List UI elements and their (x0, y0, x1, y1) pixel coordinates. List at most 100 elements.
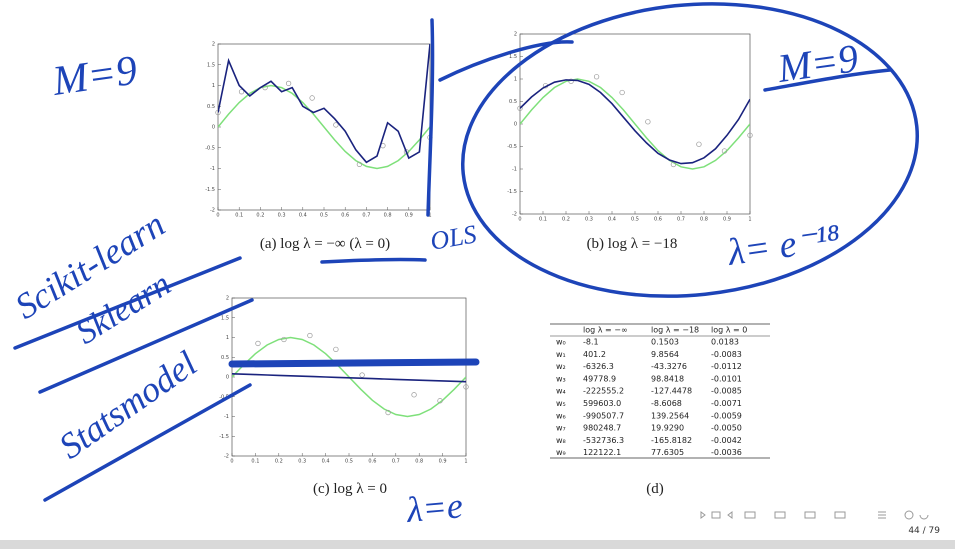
fit-curve (520, 79, 750, 165)
x-tick-label: 1 (464, 459, 467, 465)
caption-a: (a) log λ = −∞ (λ = 0) (260, 236, 390, 252)
x-tick-label: 0.1 (251, 459, 259, 465)
x-tick-label: 0.6 (341, 213, 349, 219)
table-cell: -222555.2 (583, 387, 624, 396)
data-point (437, 398, 443, 404)
fit-curve (218, 44, 430, 164)
note-lambda-b: λ= e⁻¹⁸ (724, 217, 843, 274)
data-point (463, 384, 469, 390)
table-cell: -127.4478 (651, 387, 692, 396)
nav-icon (700, 511, 733, 519)
x-tick-label: 0.5 (320, 213, 328, 219)
y-tick-label: 1 (514, 77, 517, 83)
table-cell: -990507.7 (583, 411, 624, 420)
data-point (696, 141, 702, 147)
y-tick-label: -1.5 (205, 187, 215, 193)
table-cell: 980248.7 (583, 424, 621, 433)
y-tick-label: -1.5 (507, 189, 517, 195)
x-tick-label: 0 (230, 459, 233, 465)
y-tick-label: 1 (212, 83, 215, 89)
data-point (747, 132, 753, 138)
y-tick-label: 2 (212, 42, 215, 48)
x-tick-label: 0 (518, 217, 521, 223)
ink-stroke (426, 18, 435, 217)
table-cell: -0.0085 (711, 387, 742, 396)
bottom-bar (0, 540, 955, 549)
fit-curve (232, 373, 466, 383)
table-cell: -165.8182 (651, 436, 692, 445)
x-tick-label: 0.4 (299, 213, 307, 219)
x-tick-label: 0.6 (654, 217, 662, 223)
table-header: log λ = 0 (711, 326, 747, 335)
x-tick-label: 0.8 (384, 213, 392, 219)
note-m-left: M=9 (49, 48, 140, 105)
y-tick-label: 0 (212, 125, 215, 131)
table-cell: 122122.1 (583, 448, 621, 457)
y-tick-label: 0.5 (509, 99, 517, 105)
table-cell: 19.9290 (651, 424, 684, 433)
ink-arrow (438, 40, 574, 82)
row-label: w₈ (556, 436, 566, 445)
y-tick-label: 1.5 (509, 54, 517, 60)
row-label: w₂ (556, 362, 566, 371)
ink-underline (763, 68, 892, 92)
x-tick-label: 0.8 (415, 459, 423, 465)
table-cell: -0.0042 (711, 436, 742, 445)
plot: 0 0.1 0.2 0.3 0.4 0.5 0.6 0.7 0.8 0.9 1 -2 -1.5 -1 -0.… (507, 32, 753, 223)
row-label: w₆ (556, 411, 566, 420)
row-label: w₃ (556, 374, 566, 383)
x-tick-label: 1 (428, 213, 431, 219)
table-cell: -0.0112 (711, 362, 742, 371)
plot: 0 0.1 0.2 0.3 0.4 0.5 0.6 0.7 0.8 0.9 1 -2 -1.5 -1 -0.… (205, 42, 433, 219)
data-point (281, 336, 287, 343)
ink-circle (460, 2, 920, 298)
caption-d: (d) (646, 481, 664, 497)
data-point (645, 119, 651, 125)
y-tick-label: -2 (210, 208, 215, 214)
y-tick-label: 1.5 (221, 315, 229, 321)
data-point (333, 346, 339, 353)
row-label: w₀ (556, 338, 566, 347)
ink-line (43, 383, 252, 502)
y-tick-label: 2 (226, 296, 229, 302)
data-point (670, 161, 677, 168)
table-cell: 139.2564 (651, 411, 689, 420)
data-point (721, 148, 728, 154)
x-tick-label: 0.5 (345, 459, 353, 465)
table-cell: -532736.3 (583, 436, 624, 445)
table-cell: -0.0071 (711, 399, 742, 408)
table-cell: -6326.3 (583, 362, 614, 371)
x-tick-label: 0.9 (439, 459, 447, 465)
row-label: w₁ (556, 350, 566, 359)
true-curve (520, 78, 750, 170)
row-label: w₉ (556, 448, 566, 457)
table-cell: 599603.0 (583, 399, 621, 408)
row-label: w₅ (556, 399, 566, 408)
table-header: log λ = −18 (651, 326, 699, 335)
x-tick-label: 0.9 (405, 213, 413, 219)
data-point (356, 161, 363, 168)
table-cell: -8.1 (583, 338, 599, 347)
note-m-right: M=9 (774, 35, 861, 91)
ink: M=9 M=9 Scikit-learn Sklearn Statsmodel … (8, 2, 920, 530)
data-point (517, 105, 523, 111)
x-tick-label: 0.2 (562, 217, 570, 223)
y-tick-label: -1 (210, 166, 215, 172)
page-number: 44 / 79 (908, 526, 940, 536)
coefficient-table: log λ = −∞ log λ = −18 log λ = 0 w₀ -8.1 0.15… (550, 323, 770, 459)
table-cell: 77.6305 (651, 448, 684, 457)
y-tick-label: -2 (224, 454, 229, 460)
x-tick-label: 0 (216, 213, 219, 219)
table-cell: -0.0059 (711, 411, 742, 420)
data-point (385, 409, 391, 416)
y-tick-label: 0 (514, 122, 517, 128)
y-tick-label: 1 (226, 335, 229, 341)
y-tick-label: 1.5 (207, 62, 215, 68)
table-cell: -0.0101 (711, 374, 742, 383)
data-point (359, 372, 365, 378)
data-point (593, 74, 600, 80)
y-tick-label: -0.5 (219, 394, 229, 400)
table-cell: -43.3276 (651, 362, 687, 371)
data-point (411, 392, 417, 398)
